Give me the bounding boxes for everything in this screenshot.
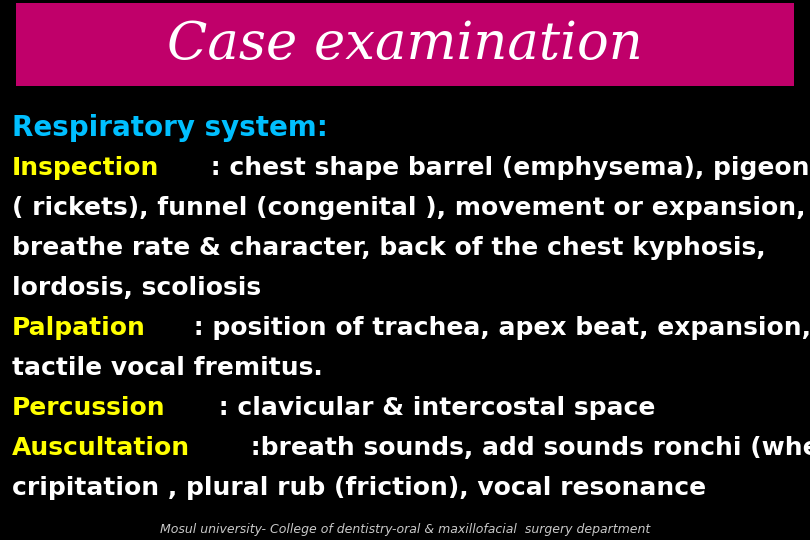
Text: Inspection: Inspection bbox=[12, 156, 160, 180]
Text: : position of trachea, apex beat, expansion,: : position of trachea, apex beat, expans… bbox=[185, 316, 810, 340]
Text: Palpation: Palpation bbox=[12, 316, 146, 340]
Bar bbox=[16, 3, 794, 86]
Text: Percussion: Percussion bbox=[12, 396, 166, 420]
Text: tactile vocal fremitus.: tactile vocal fremitus. bbox=[12, 356, 323, 380]
Text: Case examination: Case examination bbox=[167, 19, 643, 70]
Text: cripitation , plural rub (friction), vocal resonance: cripitation , plural rub (friction), voc… bbox=[12, 476, 706, 500]
Text: : clavicular & intercostal space: : clavicular & intercostal space bbox=[211, 396, 656, 420]
Text: breathe rate & character, back of the chest kyphosis,: breathe rate & character, back of the ch… bbox=[12, 236, 765, 260]
Text: Mosul university- College of dentistry-oral & maxillofacial  surgery department: Mosul university- College of dentistry-o… bbox=[160, 523, 650, 536]
Text: : chest shape barrel (emphysema), pigeon: : chest shape barrel (emphysema), pigeon bbox=[202, 156, 810, 180]
Text: Respiratory system:: Respiratory system: bbox=[12, 114, 328, 142]
Text: Auscultation: Auscultation bbox=[12, 436, 190, 460]
Text: :breath sounds, add sounds ronchi (wheeze): :breath sounds, add sounds ronchi (wheez… bbox=[242, 436, 810, 460]
Text: ( rickets), funnel (congenital ), movement or expansion,: ( rickets), funnel (congenital ), moveme… bbox=[12, 196, 806, 220]
Text: lordosis, scoliosis: lordosis, scoliosis bbox=[12, 276, 262, 300]
